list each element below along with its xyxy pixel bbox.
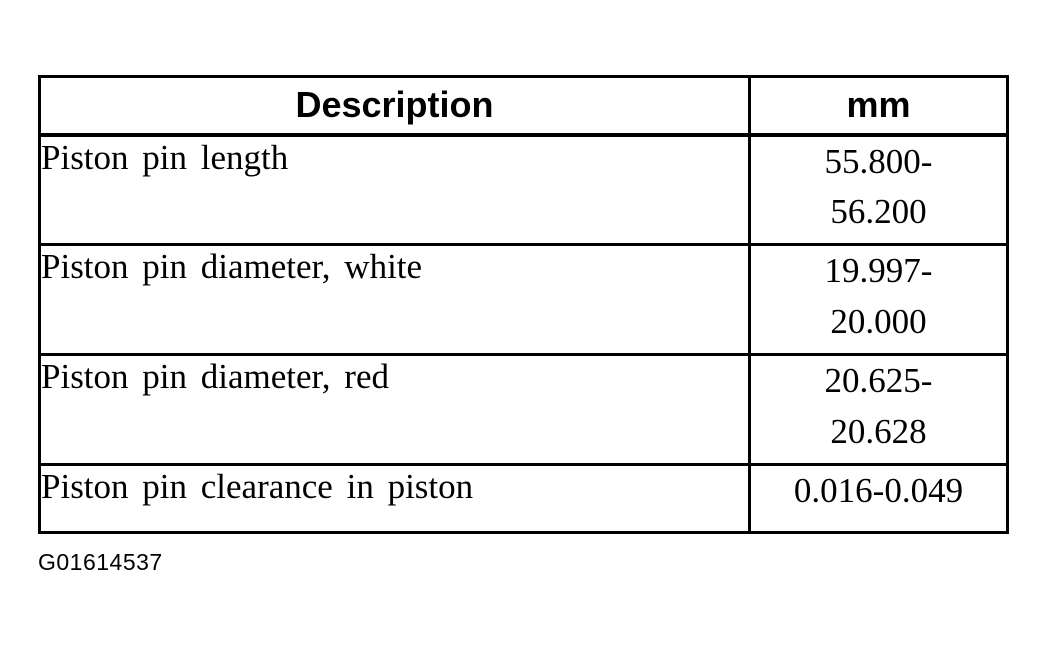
figure-id: G01614537 xyxy=(38,549,163,575)
header-mm: mm xyxy=(748,75,1009,137)
table-header-row: Description mm xyxy=(38,75,1009,137)
cell-mm-value: 55.800- 56.200 xyxy=(748,133,1009,246)
header-description: Description xyxy=(38,75,751,137)
cell-mm-value: 20.625- 20.628 xyxy=(748,353,1009,466)
cell-description: Piston pin diameter, white xyxy=(38,243,751,356)
cell-mm-value: 0.016-0.049 xyxy=(748,463,1009,534)
table-row: Piston pin diameter, red 20.625- 20.628 xyxy=(38,353,1009,466)
table-row: Piston pin clearance in piston 0.016-0.0… xyxy=(38,463,1009,534)
table-row: Piston pin diameter, white 19.997- 20.00… xyxy=(38,243,1009,356)
cell-description: Piston pin clearance in piston xyxy=(38,463,751,534)
cell-mm-value: 19.997- 20.000 xyxy=(748,243,1009,356)
cell-description: Piston pin diameter, red xyxy=(38,353,751,466)
cell-description: Piston pin length xyxy=(38,133,751,246)
table-row: Piston pin length 55.800- 56.200 xyxy=(38,133,1009,246)
spec-table: Description mm Piston pin length 55.800-… xyxy=(38,75,1009,534)
